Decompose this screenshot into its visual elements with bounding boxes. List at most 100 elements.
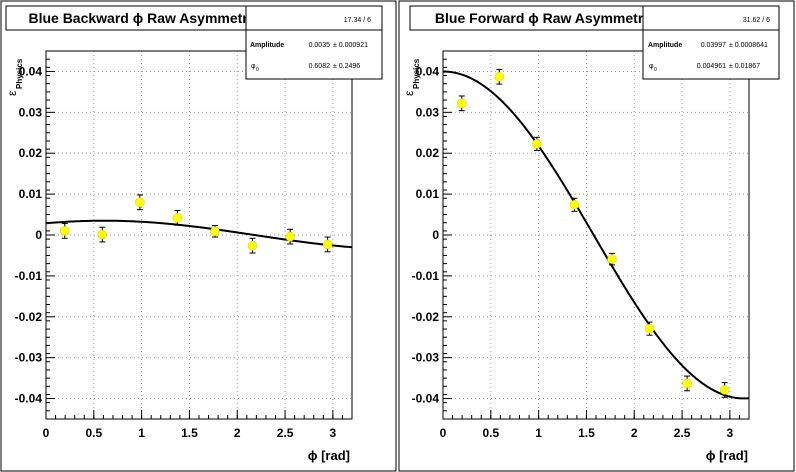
- left-stats-phi-sub: 0: [256, 67, 259, 73]
- left-marker: [322, 239, 333, 250]
- right-y-tick-label: 0.03: [416, 105, 440, 119]
- left-y-axis-label: ε Physics: [5, 58, 24, 96]
- left-x-tick-label: 0.5: [85, 426, 102, 440]
- left-y-tick-label: 0.01: [19, 187, 43, 201]
- right-data-point: [682, 375, 692, 392]
- left-x-tick-label: 2: [234, 426, 241, 440]
- left-stats-phi-error: ± 0.2496: [333, 63, 360, 70]
- right-x-axis-label: ϕ [rad]: [706, 448, 748, 463]
- right-y-tick-label: 0.02: [416, 146, 440, 160]
- left-stats-phi-label: φ: [251, 63, 256, 70]
- right-stats-frame: [642, 5, 780, 80]
- right-x-tick-label: 0: [440, 426, 447, 440]
- right-marker: [494, 72, 505, 82]
- left-data-point: [247, 237, 258, 254]
- right-stats-amplitude-error: ± 0.0008641: [729, 42, 768, 49]
- left-axes: 0 0.5 1 1.5 2 2.5 3 -0.04 -0.03 -0.02 -0.01 0 0.01 0.…: [15, 50, 353, 440]
- right-data-point: [719, 382, 730, 398]
- left-marker: [97, 229, 108, 240]
- right-x-tick-label: 3: [727, 426, 734, 440]
- right-chart-title: Blue Forward ϕ Raw Asymmetry: [435, 10, 651, 26]
- left-stats-box: 17.34 / 6 Amplitude 0.0035 ± 0.000921 φ …: [245, 5, 383, 80]
- left-x-tick-label: 1: [138, 426, 145, 440]
- right-ylabel-main: ε: [402, 90, 416, 96]
- right-x-tick-label: 2: [631, 426, 638, 440]
- left-data-point: [285, 228, 295, 245]
- left-fit-curve: [45, 219, 353, 249]
- left-x-axis-label: ϕ [rad]: [308, 448, 350, 463]
- right-stats-amplitude-value: 0.03997: [701, 42, 726, 49]
- left-y-tick-label: 0: [35, 228, 42, 242]
- right-y-tick-label: 0.01: [416, 187, 440, 201]
- left-y-tick-label: 0.04: [19, 64, 43, 78]
- right-y-axis-label: ε Physics: [402, 58, 421, 96]
- right-stats-chi2: 31.62 / 6: [743, 17, 770, 24]
- left-stats-amplitude-error: ± 0.000921: [333, 42, 368, 49]
- right-y-tick-label: -0.03: [412, 351, 440, 365]
- left-data-point: [322, 236, 333, 253]
- right-marker: [682, 378, 692, 389]
- left-data-point: [172, 209, 183, 226]
- right-stats-phi-sub: 0: [654, 67, 657, 73]
- right-x-tick-label: 0.5: [482, 426, 499, 440]
- left-y-tick-label: 0.02: [19, 146, 43, 160]
- right-stats-phi-label: φ: [649, 63, 654, 70]
- right-y-tick-label: -0.02: [412, 310, 440, 324]
- left-marker: [172, 213, 183, 223]
- left-data-point: [135, 194, 145, 211]
- right-x-tick-label: 2.5: [674, 426, 691, 440]
- right-marker: [456, 98, 467, 109]
- right-y-tick-label: 0.04: [416, 64, 440, 78]
- left-x-tick-label: 1.5: [181, 426, 198, 440]
- right-stats-phi-error: ± 0.01867: [729, 63, 760, 70]
- left-marker: [59, 226, 70, 236]
- right-panel: 0 0.5 1 1.5 2 2.5 3 -0.04 -0.03 -0.02 -0.01 0 0.01 0.…: [398, 0, 795, 472]
- left-marker: [135, 197, 145, 208]
- left-title-box: [5, 5, 280, 31]
- right-data-point: [494, 68, 505, 85]
- left-stats-frame: [245, 5, 383, 80]
- left-chart-title: Blue Backward ϕ Raw Asymmetry: [28, 10, 255, 26]
- right-stats-box: 31.62 / 6 Amplitude 0.03997 ± 0.0008641 …: [642, 5, 780, 80]
- right-y-tick-label: -0.04: [412, 392, 440, 406]
- left-x-tick-label: 3: [330, 426, 337, 440]
- right-data-point: [532, 136, 542, 151]
- left-x-tick-label: 0: [43, 426, 50, 440]
- right-marker: [607, 254, 617, 264]
- left-y-tick-label: -0.04: [15, 392, 43, 406]
- left-ylabel-main: ε: [5, 90, 19, 96]
- right-marker: [569, 199, 580, 210]
- right-data-point: [644, 321, 655, 336]
- left-marker: [247, 240, 258, 251]
- right-marker: [719, 385, 730, 395]
- right-data-point: [607, 252, 617, 266]
- left-ylabel-sub: Physics: [15, 58, 24, 89]
- left-x-tick-label: 2.5: [277, 426, 294, 440]
- left-stats-chi2: 17.34 / 6: [344, 17, 371, 24]
- right-ylabel-sub: Physics: [412, 58, 421, 89]
- right-stats-amplitude-label: Amplitude: [648, 42, 682, 49]
- right-data-point: [569, 197, 580, 212]
- right-x-tick-label: 1: [535, 426, 542, 440]
- left-y-tick-label: -0.03: [15, 351, 43, 365]
- left-stats-amplitude-label: Amplitude: [250, 42, 284, 49]
- left-data-point: [59, 223, 70, 239]
- left-data-point: [97, 226, 108, 243]
- left-marker: [210, 226, 220, 237]
- right-axes: 0 0.5 1 1.5 2 2.5 3 -0.04 -0.03 -0.02 -0.01 0 0.01 0.…: [412, 50, 750, 440]
- right-stats-phi-value: 0.004961: [697, 63, 726, 70]
- left-y-tick-label: 0.03: [19, 105, 43, 119]
- left-stats-amplitude-value: 0.0035: [309, 42, 331, 49]
- right-data-points: [456, 68, 730, 398]
- right-y-tick-label: -0.01: [412, 269, 440, 283]
- left-y-tick-label: -0.02: [15, 310, 43, 324]
- right-y-tick-label: 0: [432, 228, 439, 242]
- left-panel: 0 0.5 1 1.5 2 2.5 3 -0.04 -0.03 -0.02 -0.01 0 0.01 0.…: [0, 0, 397, 472]
- left-data-point: [210, 225, 220, 238]
- left-data-points: [59, 194, 333, 254]
- right-fit-curve: [442, 70, 750, 400]
- right-x-tick-label: 1.5: [578, 426, 595, 440]
- right-data-point: [456, 95, 467, 112]
- left-y-tick-label: -0.01: [15, 269, 43, 283]
